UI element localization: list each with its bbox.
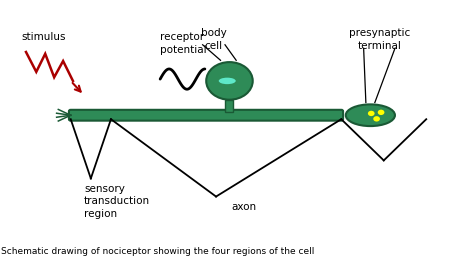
Text: presynaptic
terminal: presynaptic terminal	[349, 28, 410, 51]
Ellipse shape	[346, 104, 395, 126]
Text: stimulus: stimulus	[22, 32, 66, 42]
Circle shape	[378, 110, 384, 115]
Ellipse shape	[219, 78, 236, 84]
Text: receptor
potential: receptor potential	[160, 32, 207, 54]
Circle shape	[373, 116, 380, 122]
FancyBboxPatch shape	[69, 110, 343, 121]
Text: sensory
transduction
region: sensory transduction region	[84, 184, 150, 219]
Text: body
cell: body cell	[201, 28, 227, 51]
Text: axon: axon	[232, 202, 257, 212]
Circle shape	[206, 62, 253, 100]
Circle shape	[368, 111, 374, 116]
Text: Schematic drawing of nociceptor showing the four regions of the cell: Schematic drawing of nociceptor showing …	[1, 247, 315, 256]
Bar	[225, 100, 234, 112]
